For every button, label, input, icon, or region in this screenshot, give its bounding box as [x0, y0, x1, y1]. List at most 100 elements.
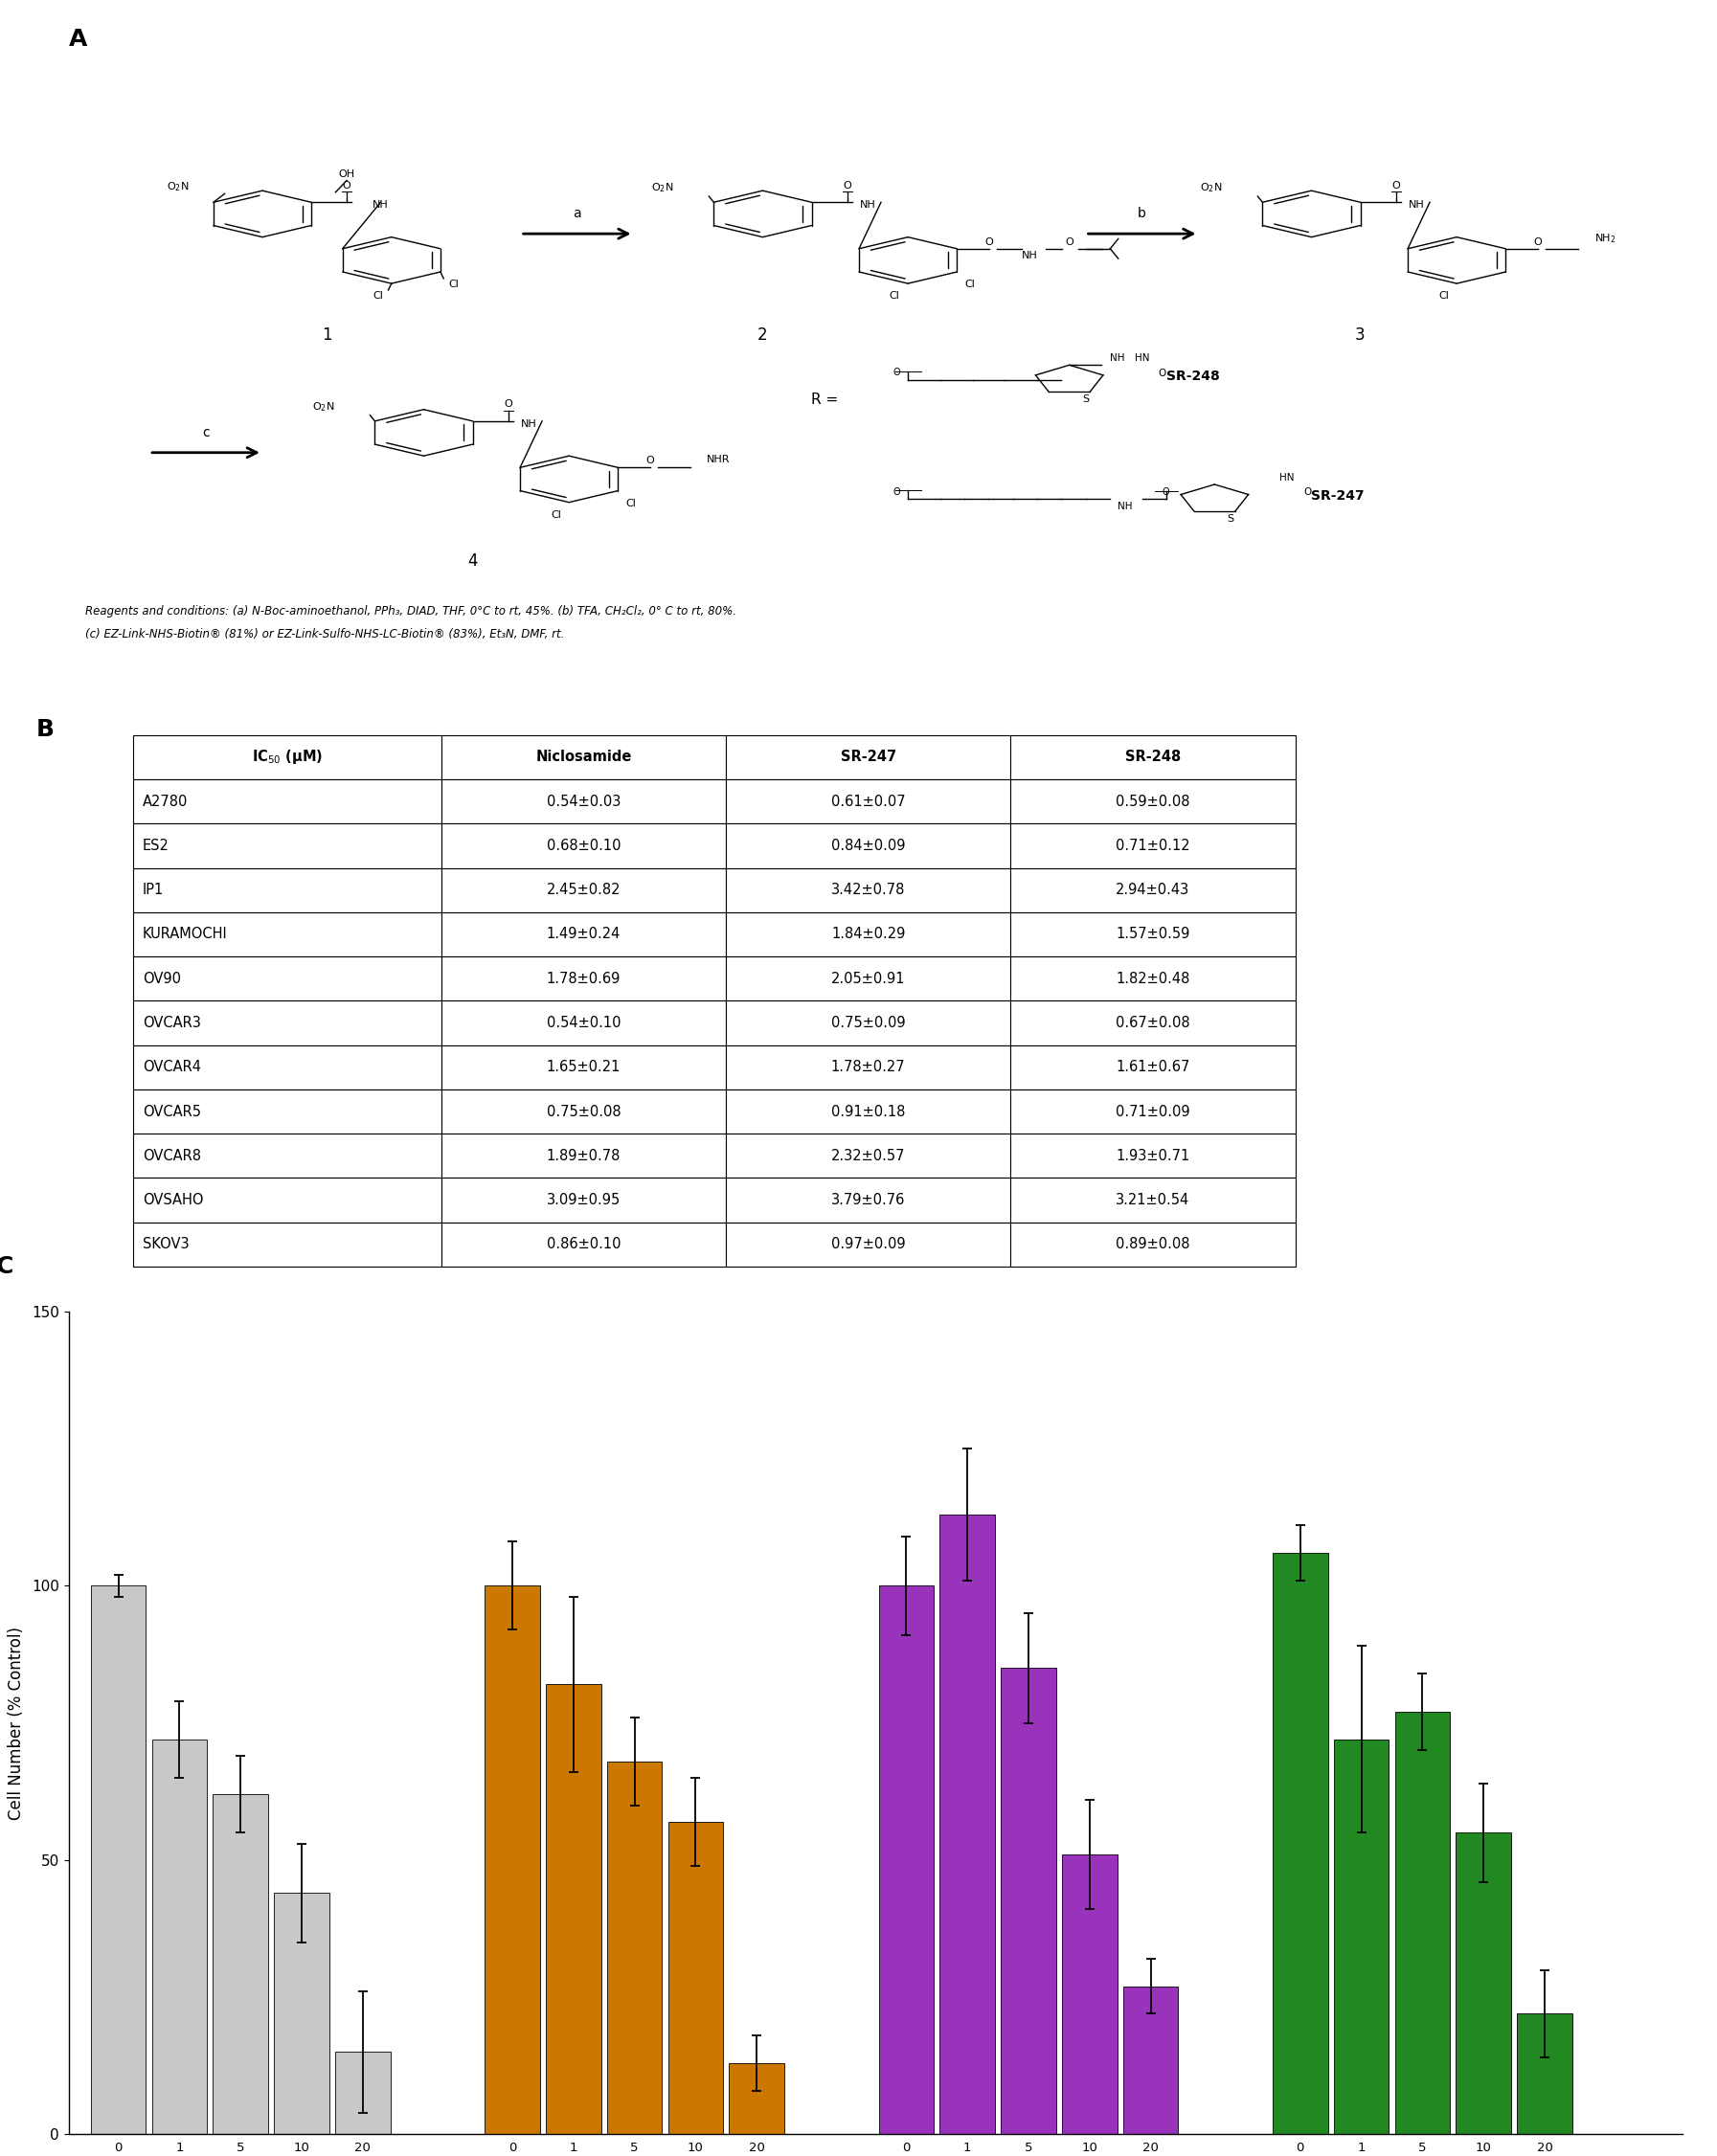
Text: B: B [36, 718, 55, 742]
Text: Niclosamide: Niclosamide [536, 750, 632, 765]
Bar [1001, 1669, 1056, 2134]
Bar [441, 1089, 726, 1134]
Text: 0.84±0.09: 0.84±0.09 [831, 839, 905, 854]
Bar [134, 1222, 441, 1268]
Text: 0.54±0.10: 0.54±0.10 [546, 1015, 620, 1031]
Text: O: O [1533, 237, 1542, 246]
Bar [441, 1222, 726, 1268]
Bar [134, 912, 441, 957]
Bar [441, 1000, 726, 1046]
Text: ES2: ES2 [143, 839, 170, 854]
Text: Reagents and conditions: (a) N-Boc-aminoethanol, PPh₃, DIAD, THF, 0°C to rt, 45%: Reagents and conditions: (a) N-Boc-amino… [84, 606, 737, 617]
Text: 1.93±0.71: 1.93±0.71 [1116, 1149, 1190, 1162]
Text: O: O [986, 237, 994, 246]
Text: Cl: Cl [627, 498, 637, 509]
Bar [441, 869, 726, 912]
Bar [1011, 1046, 1295, 1089]
Text: 0.71±0.12: 0.71±0.12 [1116, 839, 1190, 854]
Bar [1011, 778, 1295, 824]
Bar [668, 1822, 723, 2134]
Bar [726, 1134, 1011, 1177]
Text: O: O [893, 369, 900, 377]
Text: O$_2$N: O$_2$N [167, 181, 189, 194]
Bar [1123, 1986, 1178, 2134]
Text: 1.78±0.69: 1.78±0.69 [546, 972, 620, 985]
Bar [1011, 735, 1295, 778]
Bar [134, 735, 441, 778]
Text: O: O [505, 399, 512, 410]
Text: 1.61±0.67: 1.61±0.67 [1116, 1061, 1190, 1074]
Text: OVCAR3: OVCAR3 [143, 1015, 201, 1031]
Bar [1011, 824, 1295, 869]
Bar [91, 1585, 146, 2134]
Text: NH: NH [860, 201, 876, 209]
Text: OVCAR8: OVCAR8 [143, 1149, 201, 1162]
Text: IP1: IP1 [143, 884, 163, 897]
Text: O: O [1392, 181, 1399, 190]
Text: KURAMOCHI: KURAMOCHI [143, 927, 228, 942]
Bar [134, 1046, 441, 1089]
Text: Cl: Cl [448, 280, 458, 289]
Text: 1.49±0.24: 1.49±0.24 [546, 927, 620, 942]
Text: OVCAR5: OVCAR5 [143, 1104, 201, 1119]
Text: 0.59±0.08: 0.59±0.08 [1116, 793, 1190, 808]
Text: O$_2$N: O$_2$N [312, 399, 335, 414]
Text: 0.71±0.09: 0.71±0.09 [1116, 1104, 1190, 1119]
Text: c: c [203, 427, 209, 440]
Text: 0.67±0.08: 0.67±0.08 [1116, 1015, 1190, 1031]
Bar [726, 1000, 1011, 1046]
Text: O: O [646, 455, 654, 466]
Text: 2.45±0.82: 2.45±0.82 [546, 884, 620, 897]
Bar [134, 957, 441, 1000]
Bar [726, 1222, 1011, 1268]
Text: Cl: Cl [1439, 291, 1449, 302]
Text: O: O [1159, 369, 1166, 377]
Text: HN: HN [1279, 472, 1295, 483]
Bar [1011, 912, 1295, 957]
Text: 1: 1 [321, 326, 331, 343]
Text: 0.97±0.09: 0.97±0.09 [831, 1238, 905, 1253]
Bar [275, 1893, 330, 2134]
Text: OV90: OV90 [143, 972, 180, 985]
Text: 1.57±0.59: 1.57±0.59 [1116, 927, 1190, 942]
Bar [546, 1684, 601, 2134]
Bar [1011, 1134, 1295, 1177]
Text: 1.89±0.78: 1.89±0.78 [546, 1149, 620, 1162]
Text: HN: HN [1135, 354, 1149, 362]
Text: Cl: Cl [551, 511, 561, 520]
Text: 2.05±0.91: 2.05±0.91 [831, 972, 905, 985]
Bar [441, 824, 726, 869]
Text: O: O [1303, 487, 1312, 498]
Text: NH: NH [373, 201, 388, 209]
Bar [441, 778, 726, 824]
Bar [1272, 1552, 1327, 2134]
Text: 3.79±0.76: 3.79±0.76 [831, 1192, 905, 1207]
Bar [134, 1177, 441, 1222]
Text: 3.42±0.78: 3.42±0.78 [831, 884, 905, 897]
Text: Cl: Cl [889, 291, 900, 302]
Text: SKOV3: SKOV3 [143, 1238, 189, 1253]
Text: NH$_2$: NH$_2$ [1595, 233, 1616, 246]
Text: A2780: A2780 [143, 793, 187, 808]
Bar [939, 1514, 994, 2134]
Bar [1011, 1089, 1295, 1134]
Text: 1.82±0.48: 1.82±0.48 [1116, 972, 1190, 985]
Text: A: A [69, 28, 88, 52]
Text: 0.91±0.18: 0.91±0.18 [831, 1104, 905, 1119]
Text: NH: NH [1118, 502, 1133, 511]
Bar [1061, 1854, 1118, 2134]
Bar [134, 824, 441, 869]
Text: 1.78±0.27: 1.78±0.27 [831, 1061, 905, 1074]
Text: 2: 2 [757, 326, 767, 343]
Text: 3: 3 [1355, 326, 1365, 343]
Text: S: S [1082, 395, 1089, 405]
Bar [730, 2063, 785, 2134]
Bar [484, 1585, 539, 2134]
Bar [441, 912, 726, 957]
Bar [726, 824, 1011, 869]
Text: SR-247: SR-247 [840, 750, 896, 765]
Y-axis label: Cell Number (% Control): Cell Number (% Control) [9, 1626, 26, 1820]
Bar [1011, 1177, 1295, 1222]
Text: SR-248: SR-248 [1166, 369, 1219, 384]
Bar [134, 869, 441, 912]
